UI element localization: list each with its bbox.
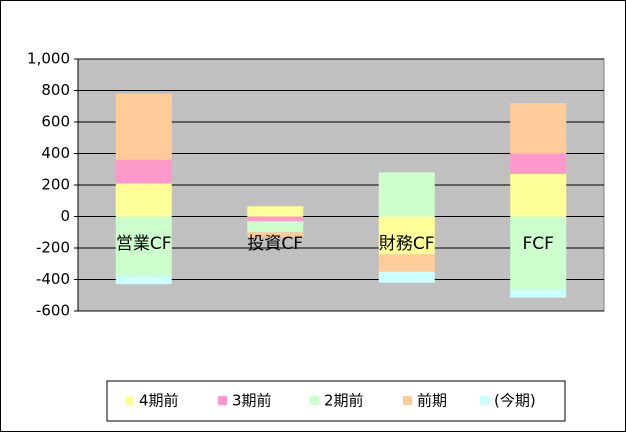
y-tick-label: 600 — [41, 113, 70, 131]
bar-segment — [115, 216, 172, 277]
legend-label: 前期 — [417, 392, 447, 410]
legend-label: 3期前 — [232, 392, 272, 410]
legend-label: (今期) — [494, 392, 536, 410]
bar-segment — [510, 216, 567, 289]
category-label: 営業CF — [116, 234, 172, 254]
y-tick-label: 200 — [41, 176, 70, 194]
bar-segment — [510, 288, 567, 298]
bar-segment — [510, 103, 567, 154]
legend-swatch — [125, 396, 134, 405]
category-label: FCF — [523, 234, 554, 254]
y-tick-label: 1,000 — [27, 50, 70, 68]
bar-segment — [510, 173, 567, 217]
bar-segment — [378, 216, 435, 255]
y-tick-label: -400 — [36, 270, 70, 288]
category-label: 財務CF — [379, 234, 435, 254]
legend-swatch — [403, 396, 412, 405]
y-tick-label: -200 — [36, 239, 70, 257]
bar-segment — [378, 172, 435, 217]
bar-segment — [115, 183, 172, 217]
bar-segment — [115, 276, 172, 285]
bar-segment — [378, 254, 435, 272]
category-label: 投資CF — [247, 234, 303, 254]
bar-segment — [247, 206, 304, 217]
bar-segment — [247, 216, 304, 222]
legend-label: 4期前 — [139, 392, 179, 410]
y-tick-label: 0 — [60, 207, 70, 225]
y-tick-label: 800 — [41, 81, 70, 99]
legend-swatch — [480, 396, 489, 405]
y-tick-label: -600 — [36, 302, 70, 320]
bar-segment — [378, 271, 435, 283]
legend-label: 2期前 — [324, 392, 364, 410]
bar-segment — [510, 153, 567, 174]
bar-segment — [115, 159, 172, 184]
y-tick-label: 400 — [41, 144, 70, 162]
bar-segment — [115, 93, 172, 160]
bar-segment — [247, 221, 304, 233]
legend-swatch — [310, 396, 319, 405]
legend-swatch — [218, 396, 227, 405]
bar-segment — [247, 232, 304, 237]
